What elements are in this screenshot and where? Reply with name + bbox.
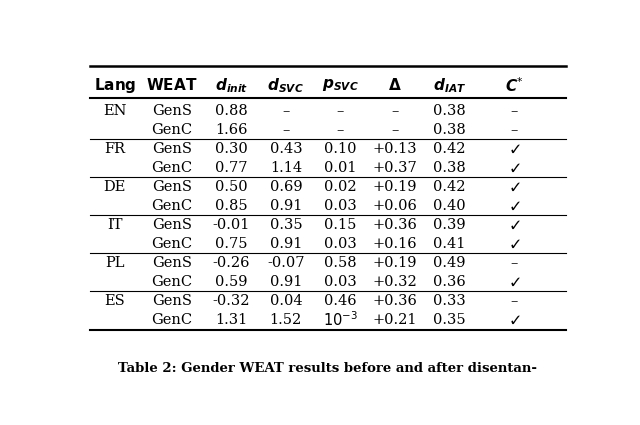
Text: +0.36: +0.36: [372, 294, 417, 308]
Text: 0.75: 0.75: [215, 237, 248, 251]
Text: $\checkmark$: $\checkmark$: [508, 141, 520, 158]
Text: +0.13: +0.13: [372, 142, 417, 156]
Text: $\boldsymbol{d}_{\boldsymbol{IAT}}$: $\boldsymbol{d}_{\boldsymbol{IAT}}$: [433, 76, 466, 95]
Text: $\boldsymbol{C}^{*}$: $\boldsymbol{C}^{*}$: [505, 76, 523, 95]
Text: 0.39: 0.39: [433, 218, 466, 232]
Text: 1.52: 1.52: [269, 313, 302, 327]
Text: 0.46: 0.46: [324, 294, 356, 308]
Text: 0.35: 0.35: [269, 218, 302, 232]
Text: –: –: [510, 294, 518, 308]
Text: $10^{-3}$: $10^{-3}$: [323, 311, 358, 329]
Text: 0.91: 0.91: [269, 237, 302, 251]
Text: +0.32: +0.32: [372, 275, 417, 289]
Text: –: –: [391, 123, 399, 137]
Text: GenC: GenC: [151, 161, 193, 175]
Text: $\checkmark$: $\checkmark$: [508, 160, 520, 177]
Text: 0.03: 0.03: [324, 199, 356, 213]
Text: +0.36: +0.36: [372, 218, 417, 232]
Text: 0.36: 0.36: [433, 275, 466, 289]
Text: 0.10: 0.10: [324, 142, 356, 156]
Text: 0.58: 0.58: [324, 256, 356, 270]
Text: –: –: [337, 123, 344, 137]
Text: $\boldsymbol{\Delta}$: $\boldsymbol{\Delta}$: [388, 77, 402, 94]
Text: $\checkmark$: $\checkmark$: [508, 198, 520, 215]
Text: 0.02: 0.02: [324, 180, 356, 194]
Text: 0.30: 0.30: [215, 142, 248, 156]
Text: GenC: GenC: [151, 237, 193, 251]
Text: 1.14: 1.14: [270, 161, 302, 175]
Text: IT: IT: [107, 218, 122, 232]
Text: 0.40: 0.40: [433, 199, 466, 213]
Text: PL: PL: [105, 256, 124, 270]
Text: GenC: GenC: [151, 199, 193, 213]
Text: GenC: GenC: [151, 275, 193, 289]
Text: 0.38: 0.38: [433, 104, 466, 118]
Text: –: –: [282, 104, 289, 118]
Text: 0.15: 0.15: [324, 218, 356, 232]
Text: –: –: [282, 123, 289, 137]
Text: 0.77: 0.77: [215, 161, 248, 175]
Text: $\mathbf{WEAT}$: $\mathbf{WEAT}$: [146, 77, 198, 94]
Text: 0.49: 0.49: [433, 256, 466, 270]
Text: $\checkmark$: $\checkmark$: [508, 178, 520, 196]
Text: 0.69: 0.69: [269, 180, 302, 194]
Text: 0.01: 0.01: [324, 161, 356, 175]
Text: +0.06: +0.06: [372, 199, 417, 213]
Text: ES: ES: [104, 294, 125, 308]
Text: 0.59: 0.59: [215, 275, 248, 289]
Text: -0.01: -0.01: [212, 218, 250, 232]
Text: –: –: [510, 123, 518, 137]
Text: Table 2: Gender WEAT results before and after disentan-: Table 2: Gender WEAT results before and …: [118, 362, 538, 375]
Text: $\checkmark$: $\checkmark$: [508, 217, 520, 234]
Text: +0.37: +0.37: [372, 161, 417, 175]
Text: 0.50: 0.50: [215, 180, 248, 194]
Text: $\boldsymbol{p}_{\boldsymbol{SVC}}$: $\boldsymbol{p}_{\boldsymbol{SVC}}$: [322, 77, 359, 94]
Text: –: –: [510, 256, 518, 270]
Text: GenS: GenS: [152, 294, 192, 308]
Text: +0.19: +0.19: [372, 180, 417, 194]
Text: DE: DE: [104, 180, 126, 194]
Text: -0.32: -0.32: [212, 294, 250, 308]
Text: GenS: GenS: [152, 256, 192, 270]
Text: 0.42: 0.42: [433, 180, 466, 194]
Text: -0.07: -0.07: [267, 256, 305, 270]
Text: $\boldsymbol{d}_{\boldsymbol{init}}$: $\boldsymbol{d}_{\boldsymbol{init}}$: [214, 76, 248, 95]
Text: 0.04: 0.04: [269, 294, 302, 308]
Text: 0.38: 0.38: [433, 123, 466, 137]
Text: -0.26: -0.26: [212, 256, 250, 270]
Text: –: –: [337, 104, 344, 118]
Text: –: –: [391, 104, 399, 118]
Text: +0.16: +0.16: [372, 237, 417, 251]
Text: FR: FR: [104, 142, 125, 156]
Text: GenS: GenS: [152, 180, 192, 194]
Text: 1.31: 1.31: [215, 313, 248, 327]
Text: GenS: GenS: [152, 218, 192, 232]
Text: +0.19: +0.19: [372, 256, 417, 270]
Text: GenC: GenC: [151, 123, 193, 137]
Text: GenC: GenC: [151, 313, 193, 327]
Text: $\boldsymbol{d}_{\boldsymbol{SVC}}$: $\boldsymbol{d}_{\boldsymbol{SVC}}$: [268, 76, 304, 95]
Text: 0.03: 0.03: [324, 237, 356, 251]
Text: $\checkmark$: $\checkmark$: [508, 235, 520, 252]
Text: 0.85: 0.85: [215, 199, 248, 213]
Text: 0.43: 0.43: [269, 142, 302, 156]
Text: 0.91: 0.91: [269, 199, 302, 213]
Text: GenS: GenS: [152, 142, 192, 156]
Text: –: –: [510, 104, 518, 118]
Text: EN: EN: [103, 104, 127, 118]
Text: 0.03: 0.03: [324, 275, 356, 289]
Text: 0.35: 0.35: [433, 313, 466, 327]
Text: 0.88: 0.88: [215, 104, 248, 118]
Text: 0.38: 0.38: [433, 161, 466, 175]
Text: +0.21: +0.21: [372, 313, 417, 327]
Text: 0.91: 0.91: [269, 275, 302, 289]
Text: 0.33: 0.33: [433, 294, 466, 308]
Text: 1.66: 1.66: [215, 123, 248, 137]
Text: 0.41: 0.41: [433, 237, 466, 251]
Text: 0.42: 0.42: [433, 142, 466, 156]
Text: $\checkmark$: $\checkmark$: [508, 274, 520, 291]
Text: GenS: GenS: [152, 104, 192, 118]
Text: $\mathbf{Lang}$: $\mathbf{Lang}$: [93, 76, 136, 95]
Text: $\checkmark$: $\checkmark$: [508, 312, 520, 329]
